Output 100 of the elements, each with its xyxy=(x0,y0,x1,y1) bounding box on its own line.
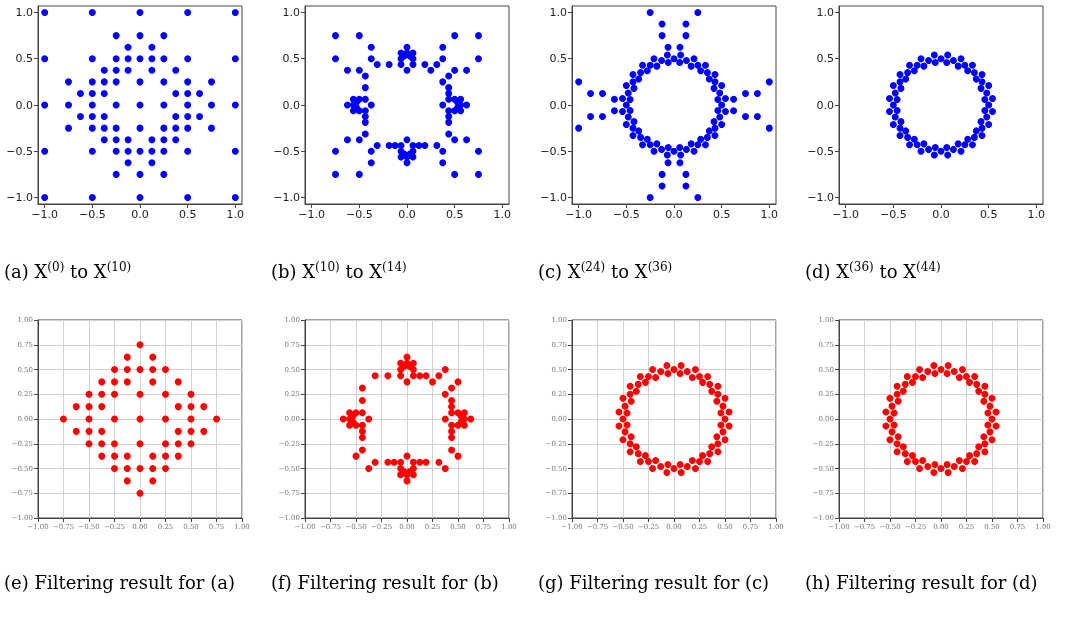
point xyxy=(187,440,195,448)
point xyxy=(72,403,80,411)
y-tick-label: 1.0 xyxy=(816,5,834,19)
point xyxy=(85,403,93,411)
y-tick-label: −0.5 xyxy=(6,144,33,158)
x-tick-label: 1.0 xyxy=(226,208,245,221)
y-tick-label: −1.0 xyxy=(273,191,300,205)
y-tick-label: −0.5 xyxy=(807,144,834,158)
x-tick-label: −0.5 xyxy=(345,208,373,221)
point xyxy=(174,452,182,460)
text: (f) Filtering result for (b) xyxy=(271,571,500,595)
point xyxy=(123,477,131,485)
y-tick-label: 0.5 xyxy=(549,52,567,66)
point xyxy=(136,465,144,472)
x-tick-label: 0.0 xyxy=(398,208,416,221)
point xyxy=(136,489,144,497)
point xyxy=(149,353,157,361)
point xyxy=(72,427,80,435)
y-tick-label: 1.0 xyxy=(15,5,33,19)
y-tick-label: 0.0 xyxy=(816,98,834,112)
x-tick-label: 0.5 xyxy=(445,208,464,221)
point xyxy=(174,378,182,386)
y-tick-label: 0.0 xyxy=(15,98,33,112)
point xyxy=(123,378,131,386)
point xyxy=(123,353,131,361)
y-tick-label: 1.0 xyxy=(282,5,300,19)
point xyxy=(60,415,67,423)
text: (b) X$^{(10)}$ to X$^{(14)}$ xyxy=(271,259,408,284)
text: (d) X$^{(36)}$ to X$^{(44)}$ xyxy=(805,259,942,284)
x-tick-label: 1.0 xyxy=(1027,208,1046,221)
point xyxy=(187,427,195,435)
point xyxy=(162,452,169,460)
point xyxy=(123,452,131,460)
point xyxy=(187,390,195,398)
point xyxy=(98,378,106,386)
point xyxy=(136,341,144,349)
point xyxy=(111,465,118,472)
point xyxy=(162,440,169,448)
point xyxy=(111,452,118,460)
y-tick-label: −1.0 xyxy=(6,191,33,205)
point xyxy=(85,390,93,398)
point xyxy=(98,403,106,411)
point xyxy=(174,403,182,411)
point xyxy=(85,440,93,448)
point xyxy=(200,403,208,411)
x-tick-label: −1.0 xyxy=(565,208,593,221)
point xyxy=(136,390,144,398)
point xyxy=(149,366,157,373)
point xyxy=(111,366,118,373)
x-tick-label: 0.5 xyxy=(712,208,731,221)
y-tick-label: 0.5 xyxy=(282,52,300,66)
point xyxy=(149,378,157,386)
text: (g) Filtering result for (c) xyxy=(538,571,771,595)
y-tick-label: 0.5 xyxy=(816,52,834,66)
x-tick-label: 0.0 xyxy=(665,208,683,221)
x-tick-label: −1.0 xyxy=(298,208,326,221)
point xyxy=(111,415,118,423)
point xyxy=(85,427,93,435)
point xyxy=(162,415,169,423)
point xyxy=(111,390,118,398)
point xyxy=(200,427,208,435)
x-tick-label: 0.5 xyxy=(178,208,197,221)
y-tick-label: 0.0 xyxy=(282,98,300,112)
text: (h) Filtering result for (d) xyxy=(805,571,1039,595)
x-tick-label: −0.5 xyxy=(879,208,907,221)
point xyxy=(136,440,144,448)
y-tick-label: −1.0 xyxy=(807,191,834,205)
text: (a) X$^{(0)}$ to X$^{(10)}$ xyxy=(4,259,133,284)
point xyxy=(162,465,169,472)
point xyxy=(162,366,169,373)
point xyxy=(98,390,106,398)
y-tick-label: 0.5 xyxy=(15,52,33,66)
point xyxy=(111,378,118,386)
point xyxy=(111,440,118,448)
point xyxy=(136,366,144,373)
x-tick-label: −1.0 xyxy=(31,208,59,221)
point xyxy=(123,366,131,373)
y-tick-label: 1.0 xyxy=(549,5,567,19)
y-tick-label: −0.5 xyxy=(540,144,567,158)
x-tick-label: 1.0 xyxy=(493,208,512,221)
y-tick-label: −0.5 xyxy=(273,144,300,158)
x-tick-label: 0.0 xyxy=(932,208,950,221)
y-tick-label: −1.0 xyxy=(540,191,567,205)
x-tick-label: 0.0 xyxy=(131,208,149,221)
point xyxy=(149,452,157,460)
point xyxy=(187,403,195,411)
x-tick-label: 1.0 xyxy=(760,208,779,221)
point xyxy=(213,415,220,423)
x-tick-label: 0.5 xyxy=(979,208,998,221)
x-tick-label: −1.0 xyxy=(832,208,860,221)
text: (e) Filtering result for (a) xyxy=(4,571,236,595)
point xyxy=(162,390,169,398)
point xyxy=(98,440,106,448)
text: (c) X$^{(24)}$ to X$^{(36)}$ xyxy=(538,259,674,284)
point xyxy=(149,465,157,472)
point xyxy=(98,427,106,435)
point xyxy=(149,477,157,485)
x-tick-label: −0.5 xyxy=(78,208,106,221)
point xyxy=(123,465,131,472)
point xyxy=(174,440,182,448)
